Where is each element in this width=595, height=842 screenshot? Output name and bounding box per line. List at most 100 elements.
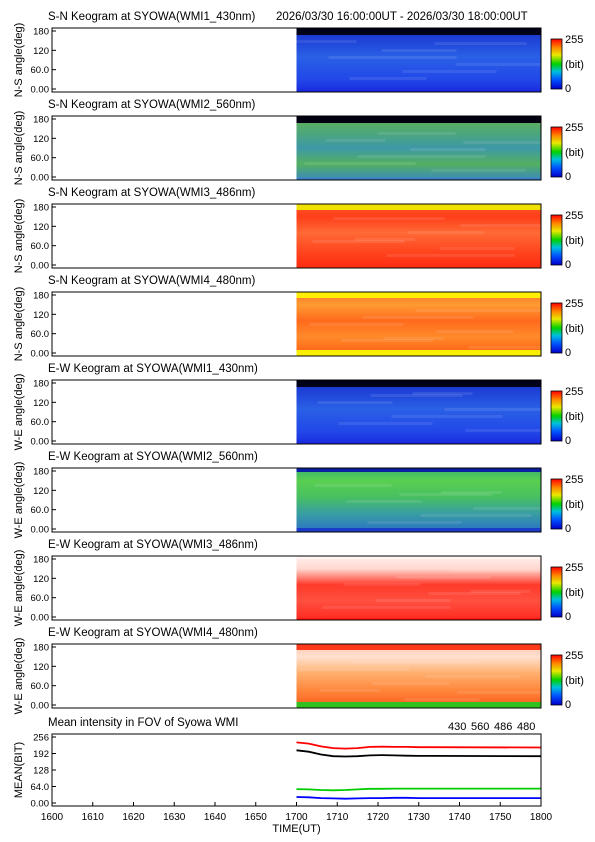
colorbar-min-label: 0 — [565, 435, 571, 447]
y-tick-label: 60.0 — [31, 241, 50, 252]
y-tick-label: 0.00 — [31, 525, 50, 536]
keogram-panel: E-W Keogram at SYOWA(WMI2_560nm) 180 120 60… — [13, 451, 595, 538]
series-line — [296, 796, 541, 800]
keogram-image — [296, 204, 541, 268]
keogram-texture — [375, 599, 451, 602]
y-axis-label: W-E angle(deg) — [13, 462, 25, 539]
colorbar — [550, 302, 563, 354]
keogram-bottom-band — [296, 90, 541, 92]
keogram-texture — [439, 247, 515, 250]
keogram-texture — [351, 661, 480, 664]
keogram-texture — [470, 590, 531, 593]
y-tick-label: 120 — [33, 398, 49, 409]
colorbar — [550, 38, 563, 90]
x-tick-label: 1750 — [489, 812, 512, 823]
colorbar-min-label: 0 — [565, 699, 571, 711]
keogram-texture — [431, 169, 526, 172]
keogram-texture — [455, 63, 567, 66]
keogram-texture — [391, 415, 503, 418]
y-axis-label: W-E angle(deg) — [13, 550, 25, 627]
colorbar-min-label: 0 — [565, 259, 571, 271]
panel-title: E-W Keogram at SYOWA(WMI3_486nm) — [48, 539, 258, 551]
keogram-texture — [428, 592, 521, 595]
colorbar — [550, 566, 563, 618]
plot-frame — [51, 27, 542, 93]
colorbar — [550, 214, 563, 266]
y-tick-label: 180 — [33, 379, 49, 390]
keogram-texture — [444, 408, 573, 411]
keogram-texture — [362, 316, 474, 319]
colorbar-min-label: 0 — [565, 611, 571, 623]
colorbar-unit-label: (bit) — [565, 411, 584, 423]
keogram-panel: S-N Keogram at SYOWA(WMI4_480nm) 180 120 60… — [13, 275, 584, 361]
panel-title: E-W Keogram at SYOWA(WMI2_560nm) — [48, 451, 258, 463]
keogram-texture — [346, 500, 422, 503]
y-tick-label: 120 — [33, 574, 49, 585]
x-tick-label: 1800 — [530, 812, 553, 823]
colorbar — [550, 478, 563, 530]
keogram-texture — [434, 42, 527, 45]
time-range-header: 2026/03/30 16:00:00UT - 2026/03/30 18:00… — [276, 11, 528, 23]
y-axis-label: N-S angle(deg) — [13, 23, 25, 98]
colorbar-max-label: 255 — [565, 386, 583, 398]
keogram-texture — [381, 49, 457, 52]
colorbar — [550, 126, 563, 178]
y-tick-label: 0.00 — [31, 613, 50, 624]
x-tick-label: 1720 — [367, 812, 390, 823]
y-tick-label: 0.00 — [31, 173, 50, 184]
y-tick-label: 120 — [33, 310, 49, 321]
keogram-panel: E-W Keogram at SYOWA(WMI1_430nm) 180 120 60… — [13, 363, 584, 450]
plot-frame — [51, 291, 542, 357]
plot-frame — [51, 467, 542, 533]
series-line — [296, 787, 541, 792]
keogram-panel: E-W Keogram at SYOWA(WMI4_480nm) 180 120 60… — [13, 627, 584, 714]
keogram-top-band — [296, 204, 541, 210]
series-line — [296, 749, 542, 758]
keogram-panel: S-N Keogram at SYOWA(WMI2_560nm) 180 120 60… — [13, 99, 584, 185]
keogram-texture — [317, 401, 393, 404]
keogram-texture — [386, 254, 515, 257]
colorbar-unit-label: (bit) — [565, 587, 584, 599]
y-axis-label: W-E angle(deg) — [13, 638, 25, 715]
keogram-texture — [338, 422, 433, 425]
y-tick-label: 128 — [33, 766, 49, 777]
x-tick-label: 1610 — [82, 812, 105, 823]
y-axis-label: W-E angle(deg) — [13, 374, 25, 451]
colorbar-min-label: 0 — [565, 347, 571, 359]
keogram-texture — [341, 339, 434, 342]
y-axis-label: MEAN(BIT) — [13, 742, 25, 798]
x-axis-label: TIME(UT) — [272, 823, 320, 835]
keogram-image — [296, 292, 541, 356]
keogram-texture — [457, 691, 550, 694]
colorbar-max-label: 255 — [565, 34, 583, 46]
plot-frame — [51, 203, 542, 269]
plot-frame — [51, 555, 542, 621]
line-chart-title: Mean intensity in FOV of Syowa WMI — [48, 717, 238, 729]
keogram-texture — [396, 576, 491, 579]
y-tick-label: 0.00 — [31, 701, 50, 712]
y-tick-label: 60.0 — [31, 417, 50, 428]
keogram-panel: S-N Keogram at SYOWA(WMI3_486nm) 180 120 60… — [13, 187, 584, 273]
series-line — [296, 741, 542, 750]
keogram-texture — [325, 139, 386, 142]
keogram-texture — [349, 77, 427, 80]
keogram-image — [296, 468, 541, 532]
keogram-bottom-band — [296, 702, 541, 708]
keogram-top-band — [296, 292, 541, 298]
y-tick-label: 60.0 — [31, 505, 50, 516]
colorbar-unit-label: (bit) — [565, 147, 584, 159]
colorbar-unit-label: (bit) — [565, 59, 584, 71]
keogram-bottom-band — [296, 266, 541, 268]
keogram-texture — [473, 507, 595, 510]
keogram-texture — [407, 231, 485, 234]
colorbar-unit-label: (bit) — [565, 235, 584, 247]
keogram-panel: S-N Keogram at SYOWA(WMI1_430nm) 180 120 60… — [13, 11, 584, 97]
y-tick-label: 180 — [33, 555, 49, 566]
plot-frame — [51, 115, 542, 181]
colorbar-max-label: 255 — [565, 562, 583, 574]
y-tick-label: 180 — [33, 27, 49, 38]
y-tick-label: 0.00 — [31, 437, 50, 448]
keogram-texture — [402, 70, 497, 73]
y-tick-label: 60.0 — [31, 329, 50, 340]
panel-title: S-N Keogram at SYOWA(WMI3_486nm) — [48, 187, 255, 199]
